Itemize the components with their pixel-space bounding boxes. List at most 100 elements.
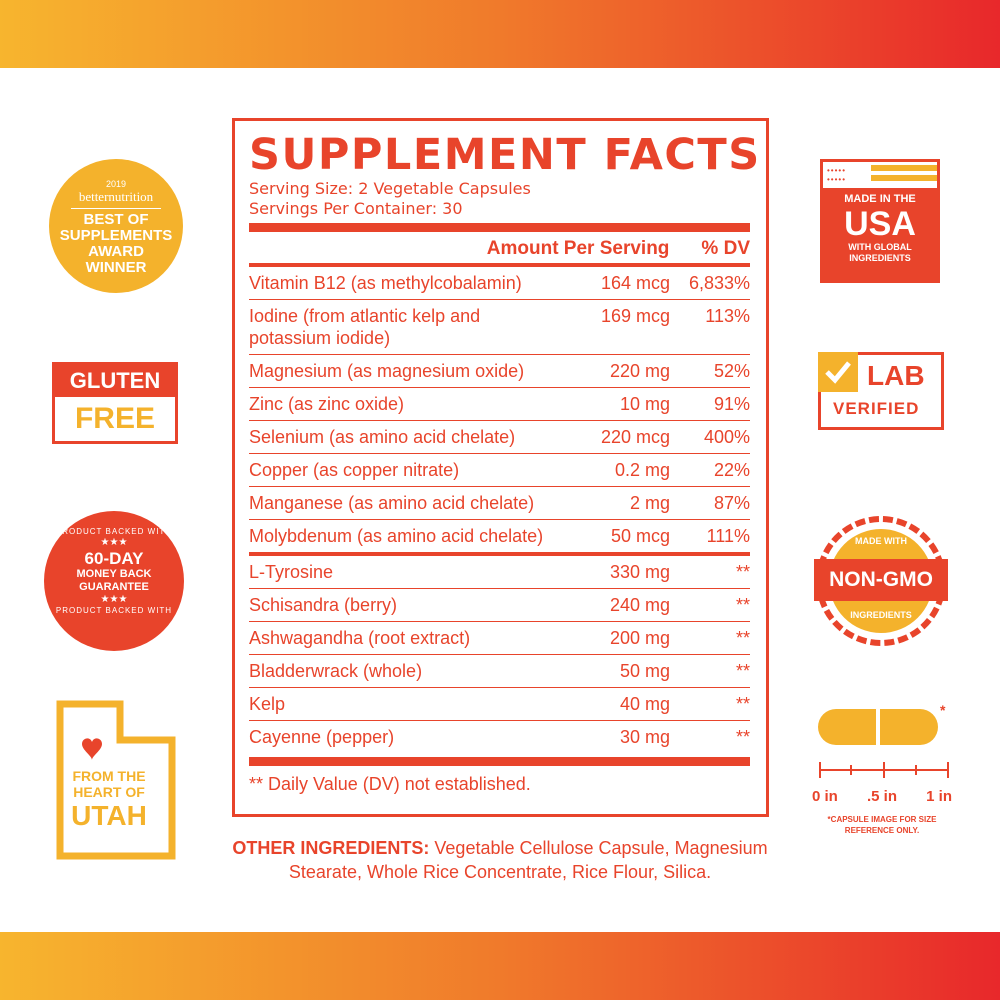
row-dv: 6,833% bbox=[688, 273, 750, 293]
money-arc-bottom: PRODUCT BACKED WITH bbox=[55, 606, 173, 615]
usa-line3: WITH GLOBAL bbox=[848, 242, 912, 252]
award-badge: 2019 betternutrition BEST OF SUPPLEMENTS… bbox=[49, 159, 183, 293]
row-name: Cayenne (pepper) bbox=[249, 727, 395, 747]
capsule-size-icon bbox=[818, 707, 950, 747]
table-row: Cayenne (pepper) 30 mg ** bbox=[249, 721, 750, 753]
row-name: Molybdenum (as amino acid chelate) bbox=[249, 526, 544, 546]
row-name: Ashwagandha (root extract) bbox=[249, 628, 471, 648]
row-dv: 111% bbox=[706, 526, 750, 546]
made-in-usa-badge: ••••• ••••• MADE IN THE USA WITH GLOBAL I… bbox=[820, 159, 940, 283]
other-ingredients-label: OTHER INGREDIENTS: bbox=[232, 838, 430, 858]
award-line4: WINNER bbox=[85, 259, 147, 276]
lab-line2: VERIFIED bbox=[833, 399, 920, 418]
supplement-facts-panel: SUPPLEMENT FACTS Serving Size: 2 Vegetab… bbox=[232, 118, 769, 817]
usa-line1: MADE IN THE bbox=[844, 193, 916, 205]
row-amount: 30 mg bbox=[619, 727, 670, 747]
utah-outline-icon bbox=[56, 700, 176, 860]
capsule-note: *CAPSULE IMAGE FOR SIZE REFERENCE ONLY. bbox=[812, 814, 952, 836]
row-amount: 330 mg bbox=[609, 562, 670, 582]
usa-line4: INGREDIENTS bbox=[849, 253, 911, 263]
row-name: Vitamin B12 (as methylcobalamin) bbox=[249, 273, 522, 293]
table-row: Copper (as copper nitrate) 0.2 mg 22% bbox=[249, 454, 750, 487]
serving-size: Serving Size: 2 Vegetable Capsules bbox=[249, 179, 531, 198]
lab-verified-badge: LAB VERIFIED bbox=[818, 352, 944, 430]
scale-labels: 0 in .5 in 1 in bbox=[812, 788, 952, 805]
money-stars-bottom: ★★★ bbox=[100, 594, 128, 605]
row-name: Kelp bbox=[249, 694, 286, 714]
table-row: Selenium (as amino acid chelate) 220 mcg 4… bbox=[249, 421, 750, 454]
row-amount: 2 mg bbox=[629, 493, 670, 513]
table-row: Manganese (as amino acid chelate) 2 mg 87% bbox=[249, 487, 750, 520]
award-divider bbox=[71, 208, 161, 209]
scale-label-1: 1 in bbox=[926, 788, 952, 805]
section-divider bbox=[249, 552, 750, 556]
checkmark-icon bbox=[818, 352, 858, 392]
money-line2: MONEY BACK bbox=[76, 568, 152, 580]
footnote: ** Daily Value (DV) not established. bbox=[249, 774, 531, 794]
table-row: Iodine (from atlantic kelp and potassium… bbox=[249, 300, 750, 355]
non-gmo-badge: MADE WITH NON-GMO INGREDIENTS bbox=[814, 514, 948, 648]
utah-line3: UTAH bbox=[71, 800, 147, 831]
nutrient-list: Vitamin B12 (as methylcobalamin) 164 mcg 6… bbox=[249, 267, 750, 552]
header-amount: Amount Per Serving bbox=[486, 238, 670, 259]
gluten-free-badge: GLUTEN FREE bbox=[52, 362, 178, 444]
ingredient-list: L-Tyrosine 330 mg ** Schisandra (berry) 240 … bbox=[249, 556, 750, 753]
utah-text: FROM THE HEART OF UTAH bbox=[56, 768, 162, 832]
capsule-asterisk: * bbox=[940, 702, 946, 718]
award-line1: BEST OF bbox=[83, 211, 149, 228]
capsule-note-line2: REFERENCE ONLY. bbox=[844, 826, 920, 835]
table-row: Bladderwrack (whole) 50 mg ** bbox=[249, 655, 750, 688]
row-dv: ** bbox=[735, 628, 750, 648]
row-name: L-Tyrosine bbox=[249, 562, 334, 582]
money-stars-top: ★★★ bbox=[100, 537, 128, 548]
header-dv: % DV bbox=[701, 238, 750, 259]
gmo-line1: NON-GMO bbox=[814, 559, 948, 601]
row-amount: 240 mg bbox=[609, 595, 670, 615]
money-back-badge: PRODUCT BACKED WITH ★★★ 60-DAY MONEY BAC… bbox=[44, 511, 184, 651]
table-row: Vitamin B12 (as methylcobalamin) 164 mcg 6… bbox=[249, 267, 750, 300]
row-amount: 164 mcg bbox=[600, 273, 670, 293]
row-amount: 169 mcg bbox=[600, 306, 670, 326]
award-line3: AWARD bbox=[88, 243, 144, 260]
row-amount: 40 mg bbox=[619, 694, 670, 714]
capsule-note-line1: *CAPSULE IMAGE FOR SIZE bbox=[827, 815, 937, 824]
row-dv: 113% bbox=[705, 306, 750, 326]
utah-line1: FROM THE bbox=[72, 768, 146, 784]
table-row: Zinc (as zinc oxide) 10 mg 91% bbox=[249, 388, 750, 421]
row-name: Selenium (as amino acid chelate) bbox=[249, 427, 516, 447]
gmo-arc-top: MADE WITH bbox=[855, 536, 907, 546]
other-ingredients: OTHER INGREDIENTS: Vegetable Cellulose C… bbox=[225, 836, 775, 884]
row-name: Magnesium (as magnesium oxide) bbox=[249, 361, 525, 381]
flag-icon: ••••• ••••• bbox=[823, 162, 937, 188]
utah-line2: HEART OF bbox=[73, 784, 145, 800]
row-amount: 220 mcg bbox=[600, 427, 670, 447]
lab-line1: LAB bbox=[867, 360, 925, 391]
row-dv: ** bbox=[735, 595, 750, 615]
row-dv: ** bbox=[735, 727, 750, 747]
row-amount: 200 mg bbox=[609, 628, 670, 648]
table-row: Kelp 40 mg ** bbox=[249, 688, 750, 721]
bottom-divider bbox=[249, 757, 750, 766]
money-arc-top: PRODUCT BACKED WITH bbox=[55, 527, 173, 536]
row-dv: 52% bbox=[713, 361, 750, 381]
row-amount: 220 mg bbox=[609, 361, 670, 381]
row-amount: 50 mcg bbox=[610, 526, 670, 546]
row-amount: 50 mg bbox=[619, 661, 670, 681]
panel-title: SUPPLEMENT FACTS bbox=[249, 130, 761, 180]
table-row: Magnesium (as magnesium oxide) 220 mg 52% bbox=[249, 355, 750, 388]
row-name: Zinc (as zinc oxide) bbox=[249, 394, 405, 414]
row-name: Copper (as copper nitrate) bbox=[249, 460, 460, 480]
row-dv: 91% bbox=[713, 394, 750, 414]
row-name: Manganese (as amino acid chelate) bbox=[249, 493, 535, 513]
row-name: Bladderwrack (whole) bbox=[249, 661, 423, 681]
servings-per-container: Servings Per Container: 30 bbox=[249, 199, 463, 218]
row-dv: ** bbox=[735, 694, 750, 714]
header-divider bbox=[249, 263, 750, 267]
row-dv: 22% bbox=[713, 460, 750, 480]
award-line2: SUPPLEMENTS bbox=[59, 227, 173, 244]
row-amount: 0.2 mg bbox=[614, 460, 670, 480]
other-ingredients-text: Vegetable Cellulose Capsule, Magnesium S… bbox=[288, 838, 768, 882]
row-dv: ** bbox=[735, 661, 750, 681]
gmo-arc-bottom: INGREDIENTS bbox=[850, 610, 912, 620]
table-row: Molybdenum (as amino acid chelate) 50 mcg… bbox=[249, 520, 750, 552]
